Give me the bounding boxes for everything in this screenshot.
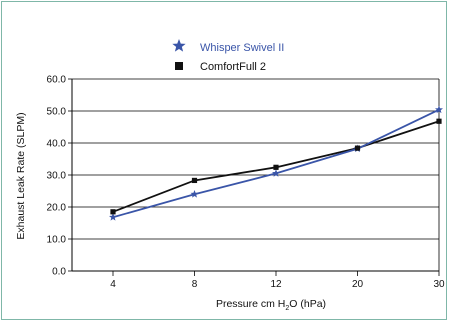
y-tick-label: 50.0 <box>47 107 67 118</box>
y-tick-label: 0.0 <box>52 267 66 278</box>
x-tick-label: 20 <box>352 279 364 290</box>
chart-frame: 0.0 10.0 20.0 30.0 40.0 50.0 60.0 4 8 12 20 30 Exh… <box>1 1 447 320</box>
x-axis-title-part: O (hPa) <box>289 298 326 310</box>
series-lines <box>112 108 440 219</box>
y-axis-ticks: 0.0 10.0 20.0 30.0 40.0 50.0 60.0 <box>47 75 72 278</box>
data-point-square <box>191 177 198 184</box>
x-tick-label: 30 <box>433 279 445 290</box>
x-axis-title-subscript: 2 <box>285 305 289 312</box>
legend-star-marker <box>172 39 186 52</box>
data-point-star <box>109 213 117 221</box>
x-tick-label: 4 <box>110 279 116 290</box>
x-axis-title-part: Pressure cm H <box>216 298 285 310</box>
series-markers <box>109 105 443 221</box>
y-axis-title: Exhaust Leak Rate (SLPM) <box>15 112 27 239</box>
x-axis-title: Pressure cm H2O (hPa) <box>216 298 326 312</box>
x-axis-ticks: 4 8 12 20 30 <box>110 271 445 290</box>
y-tick-label: 10.0 <box>47 235 67 246</box>
legend: Whisper Swivel II ComfortFull 2 <box>172 39 284 73</box>
series-line <box>112 108 440 219</box>
data-point-star <box>190 190 199 198</box>
x-tick-label: 8 <box>192 279 198 290</box>
y-tick-label: 20.0 <box>47 203 67 214</box>
data-point-square <box>436 118 442 124</box>
y-tick-label: 40.0 <box>47 139 67 150</box>
legend-item-whisper-swivel: Whisper Swivel II <box>172 39 284 54</box>
y-tick-label: 30.0 <box>47 171 67 182</box>
legend-item-comfortfull: ComfortFull 2 <box>175 61 266 73</box>
legend-square-marker <box>175 62 183 70</box>
y-tick-label: 60.0 <box>47 75 67 86</box>
data-point-square <box>110 209 116 215</box>
legend-label: ComfortFull 2 <box>200 61 266 73</box>
legend-label: Whisper Swivel II <box>200 42 284 54</box>
data-point-square <box>354 145 361 151</box>
gridlines <box>72 78 439 240</box>
data-point-star <box>272 169 280 177</box>
x-tick-label: 12 <box>270 279 282 290</box>
data-point-square <box>273 164 279 170</box>
data-point-star <box>435 105 443 114</box>
